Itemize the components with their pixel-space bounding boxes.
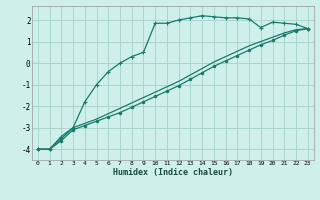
X-axis label: Humidex (Indice chaleur): Humidex (Indice chaleur) [113, 168, 233, 177]
